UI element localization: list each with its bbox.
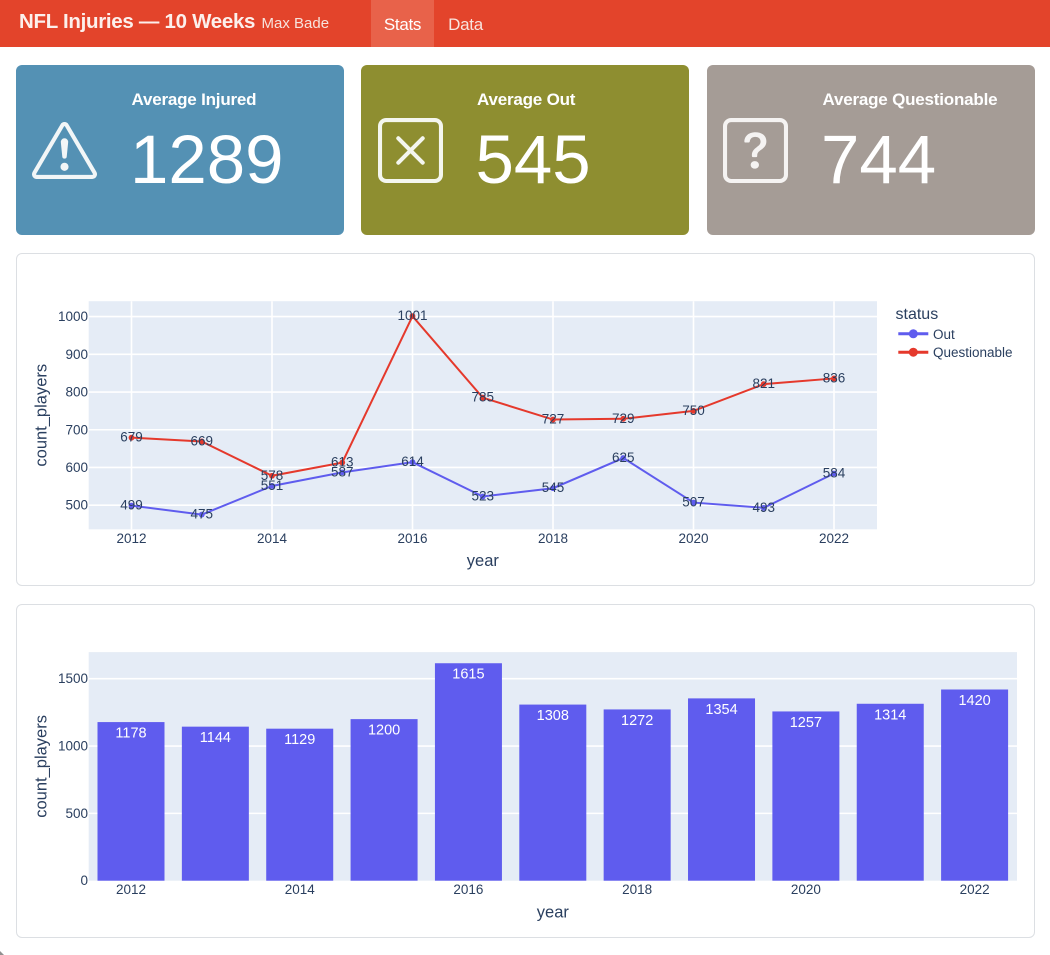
svg-text:0: 0 [80,873,88,888]
svg-text:900: 900 [65,347,88,362]
svg-text:587: 587 [331,464,354,479]
svg-text:614: 614 [401,454,424,469]
svg-text:785: 785 [471,390,494,405]
svg-text:2022: 2022 [819,531,849,546]
svg-text:1354: 1354 [705,702,737,718]
svg-text:count_players: count_players [33,364,51,467]
svg-text:2020: 2020 [678,531,708,546]
svg-text:600: 600 [65,460,88,475]
svg-text:821: 821 [752,376,775,391]
svg-text:2014: 2014 [285,882,316,897]
svg-text:679: 679 [120,430,143,445]
svg-text:669: 669 [190,433,213,448]
svg-text:625: 625 [612,450,635,465]
svg-text:2014: 2014 [257,531,288,546]
svg-text:1272: 1272 [621,713,653,729]
svg-text:1000: 1000 [58,739,88,754]
svg-text:729: 729 [612,411,635,426]
svg-text:800: 800 [65,385,88,400]
svg-text:551: 551 [261,478,284,493]
svg-text:year: year [537,903,570,921]
svg-text:727: 727 [542,412,565,427]
svg-text:1615: 1615 [452,667,484,683]
svg-text:1420: 1420 [958,693,990,709]
svg-text:500: 500 [65,498,88,513]
svg-text:1257: 1257 [790,715,822,731]
svg-text:2012: 2012 [116,882,146,897]
svg-text:2016: 2016 [453,882,483,897]
svg-text:1001: 1001 [397,308,427,323]
svg-text:count_players: count_players [33,715,51,818]
svg-text:700: 700 [65,422,88,437]
svg-text:613: 613 [331,455,354,470]
svg-text:year: year [467,552,500,570]
svg-text:status: status [896,306,939,323]
svg-text:1200: 1200 [368,723,400,739]
svg-text:493: 493 [752,500,775,515]
svg-text:475: 475 [190,507,213,522]
svg-text:500: 500 [65,806,88,821]
svg-text:2020: 2020 [791,882,821,897]
svg-text:1500: 1500 [58,671,88,686]
svg-text:1308: 1308 [537,708,569,724]
svg-text:584: 584 [823,466,846,481]
svg-text:545: 545 [542,480,565,495]
svg-text:2012: 2012 [116,531,146,546]
svg-text:507: 507 [682,495,705,510]
svg-text:499: 499 [120,498,143,513]
svg-text:2018: 2018 [538,531,568,546]
svg-text:1129: 1129 [284,732,315,748]
svg-text:Out: Out [933,327,955,342]
svg-text:836: 836 [823,370,846,385]
svg-text:1314: 1314 [874,707,906,723]
svg-text:2016: 2016 [397,531,427,546]
svg-text:1000: 1000 [58,309,88,324]
svg-text:523: 523 [471,489,494,504]
svg-text:578: 578 [261,468,284,483]
svg-text:750: 750 [682,403,705,418]
svg-text:1144: 1144 [200,730,231,746]
svg-text:Questionable: Questionable [933,345,1013,360]
svg-text:2018: 2018 [622,882,652,897]
svg-text:1178: 1178 [115,726,146,742]
svg-text:2022: 2022 [960,882,990,897]
